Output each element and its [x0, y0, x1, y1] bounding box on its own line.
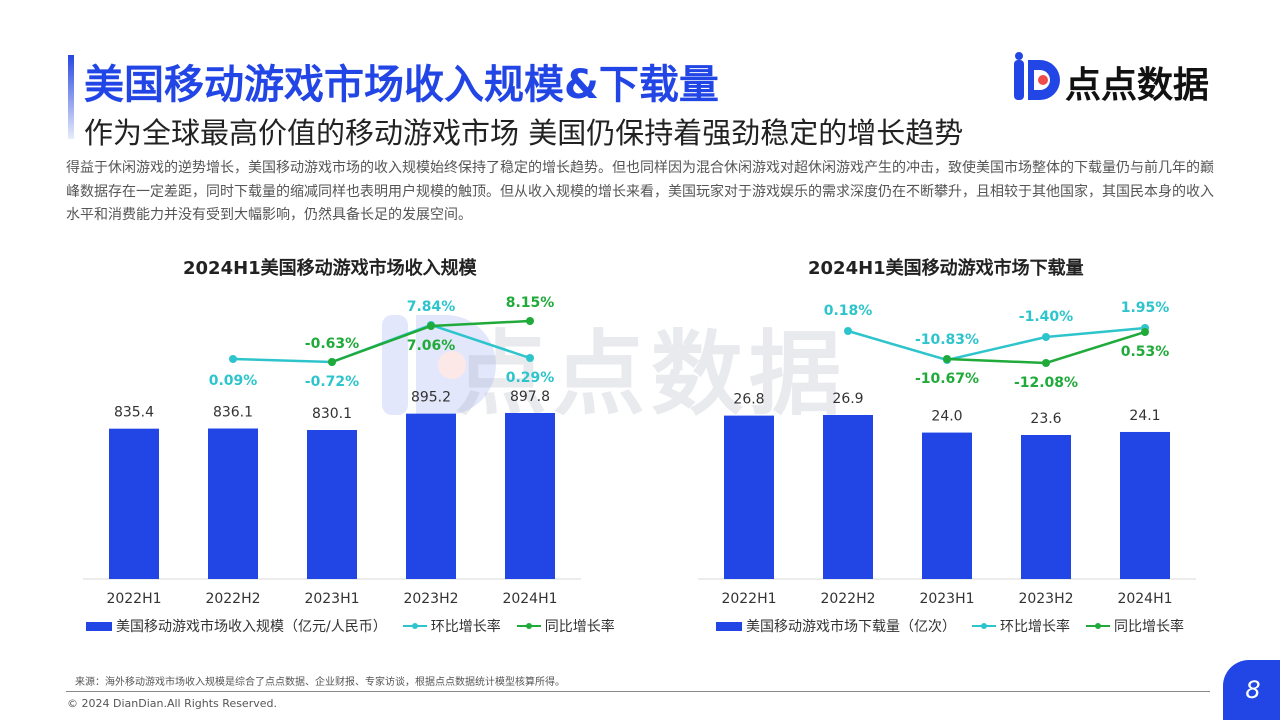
revenue-x-tick: 2024H1 — [502, 591, 557, 607]
legend-bar-label: 美国移动游戏市场下载量（亿次） — [746, 619, 956, 635]
legend-yoy-label: 同比增长率 — [544, 619, 615, 635]
title-accent-bar — [68, 55, 74, 139]
download-bar — [1120, 431, 1170, 579]
download-qoq-label: -1.40% — [1019, 309, 1073, 325]
revenue-qoq-label: -0.72% — [305, 374, 359, 390]
page-title: 美国移动游戏市场收入规模&下载量 — [84, 62, 719, 108]
legend-bar-swatch — [716, 621, 742, 631]
download-yoy-point — [1141, 328, 1149, 336]
source-note: 来源：海外移动游戏市场收入规模是综合了点点数据、企业财报、专家访谈，根据点点数据… — [75, 677, 565, 688]
download-x-tick: 2024H1 — [1117, 591, 1172, 607]
revenue-chart: 835.4 2022H1 836.1 2022H2 830.1 2023H1 895.2 20… — [83, 295, 581, 607]
legend-qoq-swatch — [402, 623, 427, 629]
revenue-bar — [307, 430, 357, 579]
download-bar-value: 24.0 — [931, 409, 962, 425]
revenue-bar — [505, 413, 555, 579]
download-bar-value: 24.1 — [1129, 408, 1160, 424]
download-x-tick: 2023H1 — [919, 591, 974, 607]
download-bar-value: 23.6 — [1030, 411, 1061, 427]
revenue-yoy-point — [526, 317, 534, 325]
chart2-title: 2024H1美国移动游戏市场下载量 — [808, 258, 1084, 279]
download-bar-value: 26.8 — [733, 392, 764, 408]
legend-yoy-swatch — [516, 623, 541, 629]
intro-paragraph: 得益于休闲游戏的逆势增长，美国移动游戏市场的收入规模始终保持了稳定的增长趋势。但… — [66, 160, 1214, 223]
legend-bar-label: 美国移动游戏市场收入规模（亿元/人民币） — [116, 619, 387, 635]
copyright: © 2024 DianDian.All Rights Reserved. — [67, 697, 277, 710]
download-yoy-label: -12.08% — [1014, 375, 1078, 391]
page-number: 8 — [1223, 660, 1280, 720]
legend-qoq-swatch — [972, 623, 996, 629]
chart1-title: 2024H1美国移动游戏市场收入规模 — [183, 258, 477, 279]
revenue-x-tick: 2023H1 — [304, 591, 359, 607]
footer-divider — [66, 691, 1210, 692]
revenue-x-tick: 2022H2 — [205, 591, 260, 607]
brand-name: 点点数据 — [1065, 65, 1210, 106]
download-qoq-label: 1.95% — [1121, 300, 1170, 316]
legend-yoy-label: 同比增长率 — [1114, 619, 1184, 635]
revenue-bar-value: 895.2 — [411, 390, 451, 406]
legend-yoy-swatch — [1086, 623, 1110, 629]
revenue-yoy-label: 8.15% — [506, 295, 555, 311]
revenue-qoq-point — [229, 355, 237, 363]
download-yoy-label: -10.67% — [915, 371, 979, 387]
download-yoy-point — [943, 355, 951, 363]
chart2-legend: 美国移动游戏市场下载量（亿次） 环比增长率 同比增长率 — [716, 617, 1184, 635]
download-x-tick: 2022H1 — [721, 591, 776, 607]
download-bar — [1021, 435, 1071, 579]
revenue-yoy-point — [427, 322, 435, 330]
revenue-bar-value: 897.8 — [510, 389, 550, 405]
revenue-bar — [109, 428, 159, 579]
revenue-bar — [406, 413, 456, 579]
page-subtitle: 作为全球最高价值的移动游戏市场 美国仍保持着强劲稳定的增长趋势 — [84, 116, 964, 150]
download-bar — [823, 415, 873, 579]
chart1-legend: 美国移动游戏市场收入规模（亿元/人民币） 环比增长率 同比增长率 — [86, 617, 615, 635]
watermark-text: 点点数据 — [455, 321, 848, 428]
legend-bar-swatch — [86, 621, 112, 631]
download-qoq-label: 0.18% — [824, 303, 873, 319]
diandian-logo — [1014, 52, 1060, 100]
download-chart: 26.8 2022H1 26.9 2022H2 24.0 2023H1 23.6 2023H2… — [698, 300, 1196, 607]
revenue-bar-value: 836.1 — [213, 404, 253, 420]
revenue-qoq-label: 0.29% — [506, 370, 555, 386]
revenue-qoq-point — [526, 354, 534, 362]
revenue-bar — [208, 428, 258, 579]
download-yoy-label: 0.53% — [1121, 344, 1170, 360]
download-yoy-point — [1042, 359, 1050, 367]
revenue-yoy-label: 7.06% — [407, 338, 456, 354]
revenue-qoq-label: 0.09% — [209, 373, 258, 389]
download-x-tick: 2022H2 — [820, 591, 875, 607]
download-bar-value: 26.9 — [832, 391, 863, 407]
download-qoq-line — [847, 326, 1146, 362]
download-bar — [922, 432, 972, 579]
download-qoq-point — [844, 327, 852, 335]
legend-qoq-label: 环比增长率 — [430, 619, 501, 635]
download-x-tick: 2023H2 — [1018, 591, 1073, 607]
revenue-x-tick: 2022H1 — [106, 591, 161, 607]
download-qoq-label: -10.83% — [915, 332, 979, 348]
download-qoq-point — [1042, 333, 1050, 341]
revenue-bar-value: 830.1 — [312, 406, 352, 422]
legend-qoq-label: 环比增长率 — [1000, 619, 1070, 635]
revenue-yoy-point — [328, 358, 336, 366]
download-bar — [724, 415, 774, 579]
revenue-yoy-label: -0.63% — [305, 336, 359, 352]
revenue-x-tick: 2023H2 — [403, 591, 458, 607]
revenue-qoq-label: 7.84% — [407, 299, 456, 315]
revenue-bar-value: 835.4 — [114, 405, 154, 421]
